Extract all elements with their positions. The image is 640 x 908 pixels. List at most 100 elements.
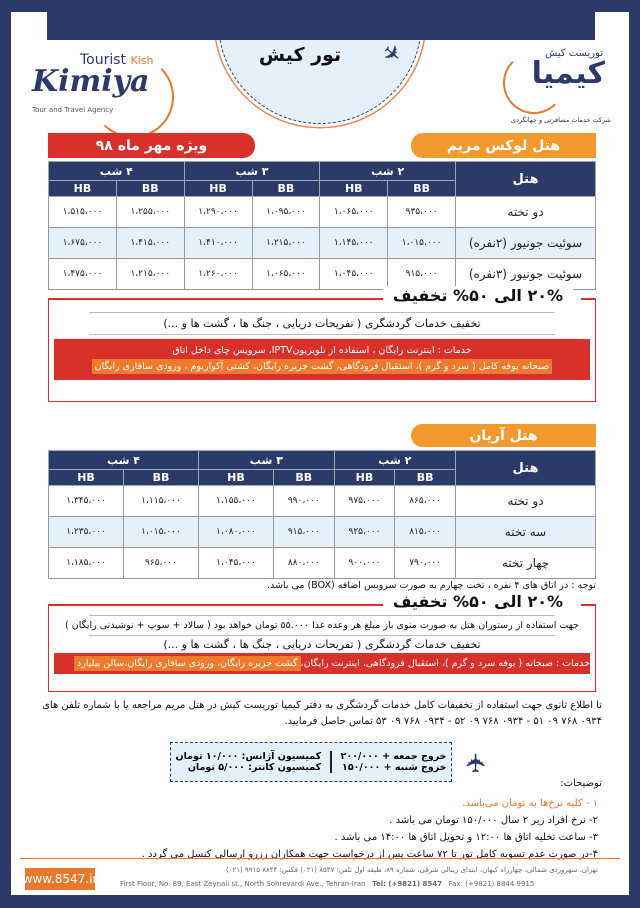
col-hotel: هتل bbox=[455, 161, 596, 197]
price-cell: ۱،۰۴۵،۰۰۰ bbox=[319, 258, 389, 290]
price-cell: ۹۳۵،۰۰۰ bbox=[387, 196, 456, 228]
price-cell: ۱،۲۵۵،۰۰۰ bbox=[115, 196, 185, 228]
price-cell: ۷۹۰،۰۰۰ bbox=[394, 547, 456, 579]
col-nights: ۲ شب bbox=[319, 161, 456, 181]
footer-fax: Fax: (+9821) 8844 9915 bbox=[448, 880, 535, 888]
col-board-type: BB bbox=[387, 180, 456, 197]
hotel-maryam-title: هتل لوکس مریم bbox=[411, 133, 596, 158]
table-row: چهار تخته ۷۹۰،۰۰۰ ۹۰۰،۰۰۰ ۸۸۰،۰۰۰ ۱،۰۴۵،۰۰۰ ۹… bbox=[47, 547, 596, 579]
price-cell: ۱،۱۴۵،۰۰۰ bbox=[319, 227, 389, 259]
kimiya-logo-fa: توریست کیش کیمیا شرکت خدمات مسافرتی و جه… bbox=[495, 48, 615, 128]
info-phones: ۰۹۳۴ ۷۶۸ ۰۹ ۵۱ - ۰۹۳۴ ۷۶۸ ۰۹ ۵۲ - ۰۹۳۴ ۷… bbox=[284, 716, 602, 727]
address-en: First Floor, No. 89, East Zeynali st., N… bbox=[120, 880, 534, 888]
divider bbox=[49, 298, 409, 300]
price-cell: ۱،۲۱۵،۰۰۰ bbox=[115, 258, 185, 290]
price-cell: ۱،۰۱۵،۰۰۰ bbox=[387, 227, 456, 259]
saturday-surcharge: خروج شنبه + ۱۵۰/۰۰۰ bbox=[342, 762, 447, 773]
col-hotel: هتل bbox=[455, 450, 596, 486]
room-type: چهار تخته bbox=[455, 547, 596, 579]
notes-title: توضیحات: bbox=[560, 778, 602, 789]
price-cell: ۸۱۵،۰۰۰ bbox=[394, 516, 456, 548]
price-cell: ۱،۰۴۵،۰۰۰ bbox=[197, 547, 274, 579]
room-type: سه تخته bbox=[455, 516, 596, 548]
price-cell: ۱،۲۶۰،۰۰۰ bbox=[183, 258, 253, 290]
price-cell: ۱،۰۱۵،۰۰۰ bbox=[123, 516, 199, 548]
col-board-type: HB bbox=[183, 180, 253, 197]
price-cell: ۱،۵۱۵،۰۰۰ bbox=[48, 196, 117, 228]
services-highlight: صبحانه بوفه کامل ( سرد و گرم )، استقبال … bbox=[91, 359, 553, 374]
col-board-type: BB bbox=[394, 469, 456, 486]
logo-tagline-fa: شرکت خدمات مسافرتی و جهانگردی bbox=[510, 116, 611, 124]
logo-sub: توریست کیش bbox=[544, 48, 603, 59]
friday-surcharge: خروج جمعه + ۲۰۰/۰۰۰ bbox=[340, 751, 447, 762]
discount-line: تخفیف خدمات گردشگری ( تفریحات دریایی ، ج… bbox=[163, 638, 481, 651]
info-line-1: تا اطلاع ثانوی جهت استفاده از تخفیفات کا… bbox=[42, 700, 602, 711]
room-type: دو تخته bbox=[455, 485, 596, 517]
col-nights: ۲ شب bbox=[333, 450, 457, 470]
price-cell: ۹۱۵،۰۰۰ bbox=[272, 516, 335, 548]
address-fa: تهران، سهروردی شمالی، چهارراه کیهان، ابت… bbox=[225, 866, 598, 874]
footer-tel: Tel: (+9821) 8547 bbox=[372, 880, 443, 888]
divider bbox=[89, 635, 555, 636]
logo-kish: Kish bbox=[130, 54, 154, 67]
table-row: سوئیت جونیور (۳نفره) ۹۱۵،۰۰۰ ۱،۰۴۵،۰۰۰ ۱،۰۶… bbox=[48, 258, 596, 290]
kimiya-logo-en: Tourist Kish Kimiya Tour and Travel Agen… bbox=[32, 48, 182, 143]
discount-box-2: ۲۰% الی ۵۰% تخفیف جهت استفاده از رستوران… bbox=[48, 592, 596, 692]
price-cell: ۱،۳۴۵،۰۰۰ bbox=[47, 485, 125, 517]
discount-box-1: ۲۰% الی ۵۰% تخفیف تخفیف خدمات گردشگری ( … bbox=[48, 286, 596, 402]
departure-surcharges: خروج جمعه + ۲۰۰/۰۰۰ خروج شنبه + ۱۵۰/۰۰۰ bbox=[341, 751, 447, 773]
price-cell: ۱،۰۹۵،۰۰۰ bbox=[251, 196, 321, 228]
divider bbox=[89, 615, 555, 616]
logo-brand: Kimiya bbox=[32, 64, 150, 99]
price-cell: ۱،۰۶۵،۰۰۰ bbox=[251, 258, 321, 290]
col-board-type: BB bbox=[123, 469, 199, 486]
col-board-type: HB bbox=[197, 469, 274, 486]
services-box: خدمات : اینترنت رایگان ، استفاده از تلوی… bbox=[54, 339, 590, 380]
table-row: دو تخته ۹۳۵،۰۰۰ ۱،۰۶۵،۰۰۰ ۱،۰۹۵،۰۰۰ ۱،۲۹۰،۰۰… bbox=[48, 196, 596, 228]
divider bbox=[89, 312, 555, 313]
hotel-aryan-price-table: هتل ۲ شب ۳ شب ۴ شب BB HB BB HB BB HB دو تخته ۸۶۵،۰۰… bbox=[47, 450, 596, 579]
discount-heading: ۲۰% الی ۵۰% تخفیف bbox=[382, 592, 573, 611]
col-nights: ۴ شب bbox=[48, 450, 199, 470]
address-en-text: First Floor, No. 89, East Zeynali st., N… bbox=[120, 880, 366, 888]
col-nights: ۳ شب bbox=[183, 161, 321, 181]
price-cell: ۹۱۵،۰۰۰ bbox=[387, 258, 456, 290]
discount-line: تخفیف خدمات گردشگری ( تفریحات دریایی ، ج… bbox=[163, 317, 481, 330]
price-cell: ۱،۶۷۵،۰۰۰ bbox=[48, 227, 117, 259]
price-cell: ۱،۴۱۰،۰۰۰ bbox=[183, 227, 253, 259]
room-type: سوئیت جونیور (۲نفره) bbox=[455, 227, 596, 259]
price-cell: ۸۸۰،۰۰۰ bbox=[272, 547, 335, 579]
table-row: سوئیت جونیور (۲نفره) ۱،۰۱۵،۰۰۰ ۱،۱۴۵،۰۰۰ ۱،… bbox=[48, 227, 596, 259]
col-board-type: HB bbox=[319, 180, 389, 197]
price-cell: ۹۰۰،۰۰۰ bbox=[333, 547, 396, 579]
col-board-type: BB bbox=[251, 180, 321, 197]
price-cell: ۱،۱۵۵،۰۰۰ bbox=[197, 485, 274, 517]
price-cell: ۹۲۵،۰۰۰ bbox=[333, 516, 396, 548]
divider bbox=[330, 751, 332, 773]
price-cell: ۱،۰۶۵،۰۰۰ bbox=[319, 196, 389, 228]
col-board-type: HB bbox=[47, 469, 125, 486]
note-item: ۱ - کلیه نرخ‌ها به تومان می‌باشد. bbox=[462, 798, 598, 809]
price-cell: ۱،۴۱۵،۰۰۰ bbox=[115, 227, 185, 259]
discount-heading: ۲۰% الی ۵۰% تخفیف bbox=[382, 286, 573, 305]
divider bbox=[581, 604, 595, 606]
top-band bbox=[47, 12, 595, 40]
footer-divider bbox=[20, 858, 620, 859]
logo-tourist: Tourist bbox=[80, 52, 127, 68]
room-type: دو تخته bbox=[455, 196, 596, 228]
note-item: ۲- نرخ افراد زیر ۲ سال ۱۵۰/۰۰۰ تومان می … bbox=[389, 815, 598, 826]
commissions: کمیسیون آژانس: ۱۰/۰۰۰ تومان کمیسیون کانتر… bbox=[175, 751, 321, 773]
services-box: خدمات : صبحانه ( بوفه سرد و گرم )، استقب… bbox=[54, 653, 590, 674]
price-cell: ۱،۲۳۵،۰۰۰ bbox=[47, 516, 125, 548]
price-cell: ۸۶۵،۰۰۰ bbox=[394, 485, 456, 517]
table-row: دو تخته ۸۶۵،۰۰۰ ۹۷۵،۰۰۰ ۹۹۰،۰۰۰ ۱،۱۵۵،۰۰۰ ۱،۱… bbox=[47, 485, 596, 517]
price-cell: ۹۶۵،۰۰۰ bbox=[123, 547, 199, 579]
page-title: تور کیش bbox=[258, 44, 342, 66]
restaurant-line: جهت استفاده از رستوران هتل به صورت منوی … bbox=[65, 620, 579, 631]
table-row: سه تخته ۸۱۵،۰۰۰ ۹۲۵،۰۰۰ ۹۱۵،۰۰۰ ۱،۰۸۰،۰۰۰ ۱،۰… bbox=[47, 516, 596, 548]
price-cell: ۱،۲۱۵،۰۰۰ bbox=[251, 227, 321, 259]
divider bbox=[89, 334, 555, 335]
commission-box: خروج جمعه + ۲۰۰/۰۰۰ خروج شنبه + ۱۵۰/۰۰۰ ک… bbox=[170, 742, 452, 782]
notes-list: ۱ - کلیه نرخ‌ها به تومان می‌باشد. ۲- نرخ … bbox=[142, 795, 598, 863]
website-link[interactable]: www.8547.ir bbox=[23, 868, 97, 890]
